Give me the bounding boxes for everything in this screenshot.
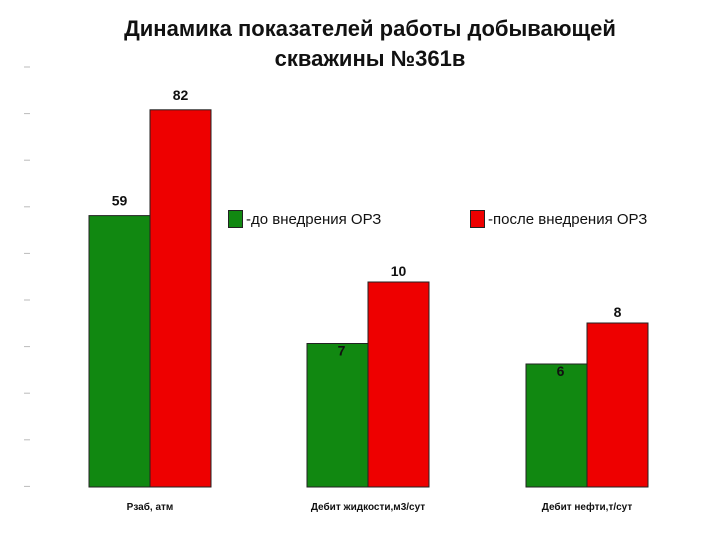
chart-title-line-1: Динамика показателей работы добывающей [124, 16, 616, 41]
chart-title: Динамика показателей работы добывающей с… [60, 14, 680, 74]
data-label-before-2: 6 [557, 363, 565, 379]
data-label-after-0: 82 [173, 87, 189, 103]
legend-swatch-before [228, 210, 243, 228]
legend-label-before: -до внедрения ОРЗ [246, 210, 382, 228]
chart-title-line-2: скважины №361в [274, 46, 466, 71]
bar-after-1 [367, 281, 430, 488]
bar-before-0 [88, 215, 151, 488]
data-label-after-1: 10 [391, 263, 407, 279]
legend-swatch-after [470, 210, 485, 228]
category-label-0: Рзаб, атм [127, 501, 174, 513]
bar-before-2 [525, 363, 588, 488]
category-label-1: Дебит жидкости,м3/сут [311, 501, 425, 513]
data-label-before-1: 7 [338, 343, 346, 359]
data-label-before-0: 59 [112, 193, 128, 209]
bar-after-2 [586, 322, 649, 488]
legend-item-after: -после внедрения ОРЗ [470, 210, 647, 228]
data-label-after-2: 8 [614, 304, 622, 320]
category-label-2: Дебит нефти,т/сут [542, 501, 633, 513]
legend-label-after: -после внедрения ОРЗ [488, 210, 648, 228]
bar-before-1 [306, 343, 369, 488]
legend-item-before: -до внедрения ОРЗ [228, 210, 381, 228]
bar-after-0 [149, 109, 212, 488]
